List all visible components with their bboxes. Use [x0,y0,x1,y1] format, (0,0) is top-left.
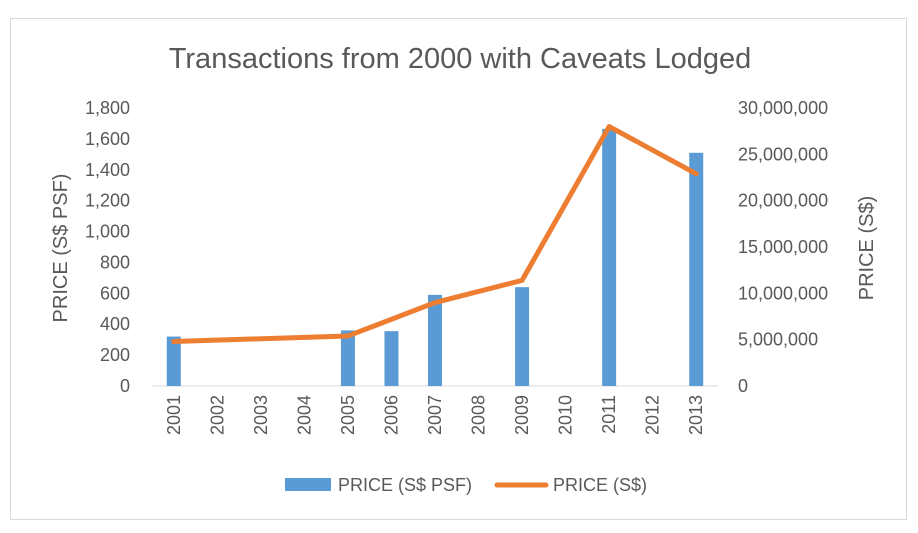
x-tick-label: 2003 [251,395,271,435]
left-tick-label: 1,800 [85,98,130,118]
right-tick-label: 15,000,000 [738,237,828,257]
x-tick-label: 2013 [686,395,706,435]
x-tick-label: 2001 [164,395,184,435]
bar-price-psf [166,336,181,386]
right-tick-label: 5,000,000 [738,330,818,350]
right-tick-label: 0 [738,376,748,396]
right-axis-ticks: 0 5,000,000 10,000,000 15,000,000 20,000,000… [738,98,828,396]
left-axis-label: PRICE (S$ PSF) [50,174,72,323]
right-tick-label: 20,000,000 [738,191,828,211]
line-price-sgd [171,124,699,345]
left-tick-label: 1,400 [85,160,130,180]
chart-frame [10,18,907,520]
x-tick-label: 2002 [207,395,227,435]
x-tick-label: 2004 [294,395,314,435]
line-series [171,124,699,345]
x-tick-label: 2009 [512,395,532,435]
left-tick-label: 1,200 [85,191,130,211]
x-tick-label: 2012 [643,395,663,435]
x-tick-label: 2006 [381,395,401,435]
left-tick-label: 1,000 [85,222,130,242]
x-tick-label: 2005 [338,395,358,435]
left-tick-label: 800 [100,252,130,272]
legend: PRICE (S$ PSF) PRICE (S$) [285,475,647,495]
chart-title: Transactions from 2000 with Caveats Lodg… [169,43,751,75]
bar-price-psf [689,152,704,386]
bar-series [166,128,704,386]
bar-price-psf [602,128,617,386]
left-tick-label: 200 [100,345,130,365]
left-tick-label: 400 [100,314,130,334]
legend-line-label: PRICE (S$) [553,475,647,495]
left-axis-ticks: 0 200 400 600 800 1,000 1,200 1,400 1,600 1,800 [85,98,130,396]
legend-bar-label: PRICE (S$ PSF) [338,475,472,495]
right-tick-label: 25,000,000 [738,144,828,164]
left-tick-label: 1,600 [85,129,130,149]
legend-bar-swatch [285,478,331,491]
x-tick-label: 2007 [425,395,445,435]
x-axis-ticks: 2001 2002 2003 2004 2005 2006 2007 2008 2009 2010… [164,395,706,435]
x-tick-label: 2011 [599,395,619,434]
right-axis-label: PRICE (S$) [856,196,878,300]
x-tick-label: 2008 [469,395,489,435]
bar-price-psf [340,330,355,386]
left-tick-label: 600 [100,283,130,303]
left-tick-label: 0 [120,376,130,396]
x-tick-label: 2010 [556,395,576,435]
bar-price-psf [384,331,399,386]
right-tick-label: 10,000,000 [738,283,828,303]
right-tick-label: 30,000,000 [738,98,828,118]
bar-price-psf [428,294,442,386]
bar-price-psf [515,287,530,386]
